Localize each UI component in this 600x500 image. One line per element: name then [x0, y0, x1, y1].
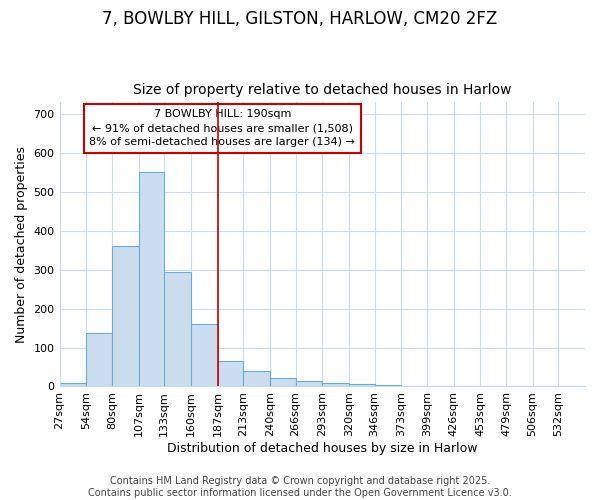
- Title: Size of property relative to detached houses in Harlow: Size of property relative to detached ho…: [133, 83, 512, 97]
- Bar: [139, 172, 164, 386]
- Bar: [191, 324, 218, 386]
- Text: Contains HM Land Registry data © Crown copyright and database right 2025.
Contai: Contains HM Land Registry data © Crown c…: [88, 476, 512, 498]
- Y-axis label: Number of detached properties: Number of detached properties: [15, 146, 28, 343]
- X-axis label: Distribution of detached houses by size in Harlow: Distribution of detached houses by size …: [167, 442, 478, 455]
- Bar: [86, 333, 112, 386]
- Bar: [112, 246, 139, 386]
- Bar: [243, 371, 270, 386]
- Bar: [349, 384, 374, 386]
- Bar: [270, 378, 296, 386]
- Bar: [59, 382, 86, 386]
- Bar: [164, 272, 191, 386]
- Bar: [218, 361, 243, 386]
- Text: 7, BOWLBY HILL, GILSTON, HARLOW, CM20 2FZ: 7, BOWLBY HILL, GILSTON, HARLOW, CM20 2F…: [103, 10, 497, 28]
- Bar: [322, 382, 349, 386]
- Text: 7 BOWLBY HILL: 190sqm
← 91% of detached houses are smaller (1,508)
8% of semi-de: 7 BOWLBY HILL: 190sqm ← 91% of detached …: [89, 110, 355, 148]
- Bar: [296, 380, 322, 386]
- Bar: [374, 385, 401, 386]
